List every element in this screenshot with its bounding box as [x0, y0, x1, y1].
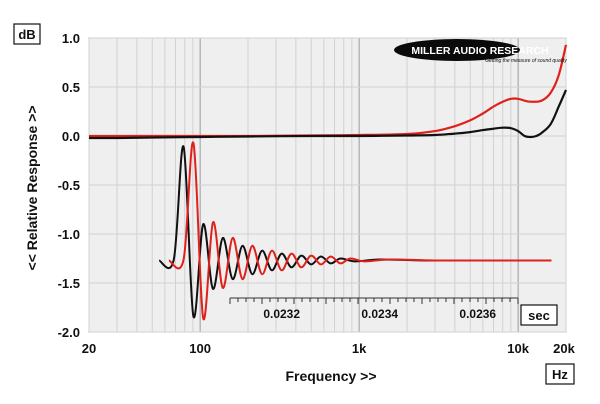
- x-tick-label: 1k: [352, 341, 367, 356]
- frequency-trace-2: [89, 89, 568, 140]
- y-tick-label: -1.0: [58, 227, 80, 242]
- y-tick-label: 0.5: [62, 80, 80, 95]
- time-tick-label: 0.0232: [263, 307, 300, 321]
- brand-tagline: Getting the measure of sound quality: [485, 58, 567, 64]
- x-tick-label: 20: [82, 341, 96, 356]
- brand-logo: MILLER AUDIO RESEARCH Getting the measur…: [394, 39, 567, 64]
- y-tick-labels: 1.0 0.5 0.0 -0.5 -1.0 -1.5 -2.0: [58, 31, 80, 340]
- x-tick-label: 10k: [507, 341, 529, 356]
- impulse-time-axis: 0.0232 0.0234 0.0236: [229, 297, 519, 321]
- x-unit-box: Hz: [545, 363, 575, 385]
- y-unit-label: dB: [18, 27, 35, 42]
- y-tick-label: -0.5: [58, 178, 80, 193]
- x-axis-title: Frequency >>: [285, 368, 376, 384]
- x-tick-labels: 20 100 1k 10k 20k: [82, 341, 576, 356]
- time-unit-box: sec: [520, 304, 558, 326]
- y-unit-box: dB: [13, 23, 41, 45]
- time-tick-label: 0.0234: [361, 307, 398, 321]
- impulse-trace-2: [168, 141, 552, 321]
- y-axis-title: << Relative Response >>: [24, 106, 40, 271]
- response-curves: [89, 44, 568, 321]
- brand-logo-text: MILLER AUDIO RESEARCH: [411, 45, 548, 57]
- impulse-trace-1: [158, 145, 552, 319]
- x-tick-label: 100: [189, 341, 211, 356]
- time-tick-label: 0.0236: [459, 307, 496, 321]
- y-tick-label: 0.0: [62, 129, 80, 144]
- x-unit-label: Hz: [552, 367, 568, 382]
- y-tick-label: 1.0: [62, 31, 80, 46]
- y-tick-label: -1.5: [58, 276, 80, 291]
- grid: [88, 37, 567, 333]
- x-tick-label: 20k: [553, 341, 575, 356]
- y-tick-label: -2.0: [58, 325, 80, 340]
- time-unit-label: sec: [528, 308, 550, 323]
